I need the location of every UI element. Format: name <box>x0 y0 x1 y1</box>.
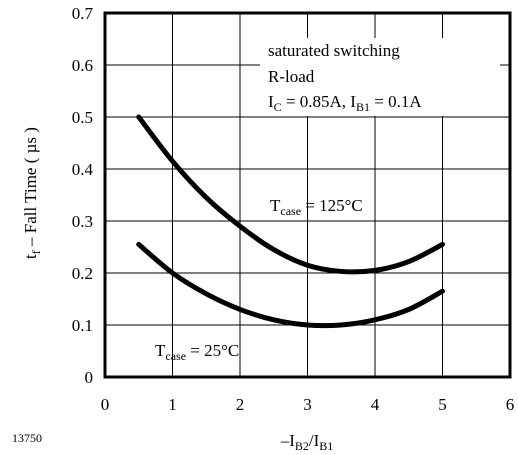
annotation-condition-1: saturated switching <box>268 41 400 60</box>
x-tick-label: 3 <box>303 395 312 414</box>
y-tick-label: 0.3 <box>72 212 93 231</box>
plot-frame <box>103 11 512 379</box>
y-tick-label: 0.7 <box>72 4 94 23</box>
annotation-condition-2: R-load <box>268 67 315 86</box>
y-tick-label: 0.5 <box>72 108 93 127</box>
series-label-25c: Tcase = 25°C <box>155 341 239 363</box>
series-line-1 <box>136 241 445 329</box>
y-tick-labels: 0 0.1 0.2 0.3 0.4 0.5 0.6 0.7 <box>72 4 94 387</box>
x-axis-label: –IB2/IB1 <box>280 431 334 453</box>
annotation-background <box>260 38 500 116</box>
x-tick-label: 0 <box>101 395 110 414</box>
x-tick-label: 6 <box>506 395 515 414</box>
x-tick-labels: 0 1 2 3 4 5 6 <box>101 395 515 414</box>
series-curves <box>136 114 445 329</box>
y-axis-label: tf – Fall Time ( µs ) <box>21 127 43 259</box>
y-tick-label: 0.1 <box>72 316 93 335</box>
y-tick-label: 0.6 <box>72 56 93 75</box>
series-label-125c: Tcase = 125°C <box>270 196 363 218</box>
y-tick-label: 0.2 <box>72 264 93 283</box>
x-tick-label: 2 <box>236 395 245 414</box>
grid-lines <box>105 13 510 377</box>
figure-id: 13750 <box>12 431 42 445</box>
annotation-condition-3: IC = 0.85A, IB1 = 0.1A <box>268 92 422 114</box>
series-line-0 <box>136 114 445 275</box>
x-tick-label: 5 <box>438 395 447 414</box>
x-tick-label: 4 <box>371 395 380 414</box>
y-tick-label: 0 <box>85 368 94 387</box>
y-tick-label: 0.4 <box>72 160 94 179</box>
x-tick-label: 1 <box>168 395 177 414</box>
